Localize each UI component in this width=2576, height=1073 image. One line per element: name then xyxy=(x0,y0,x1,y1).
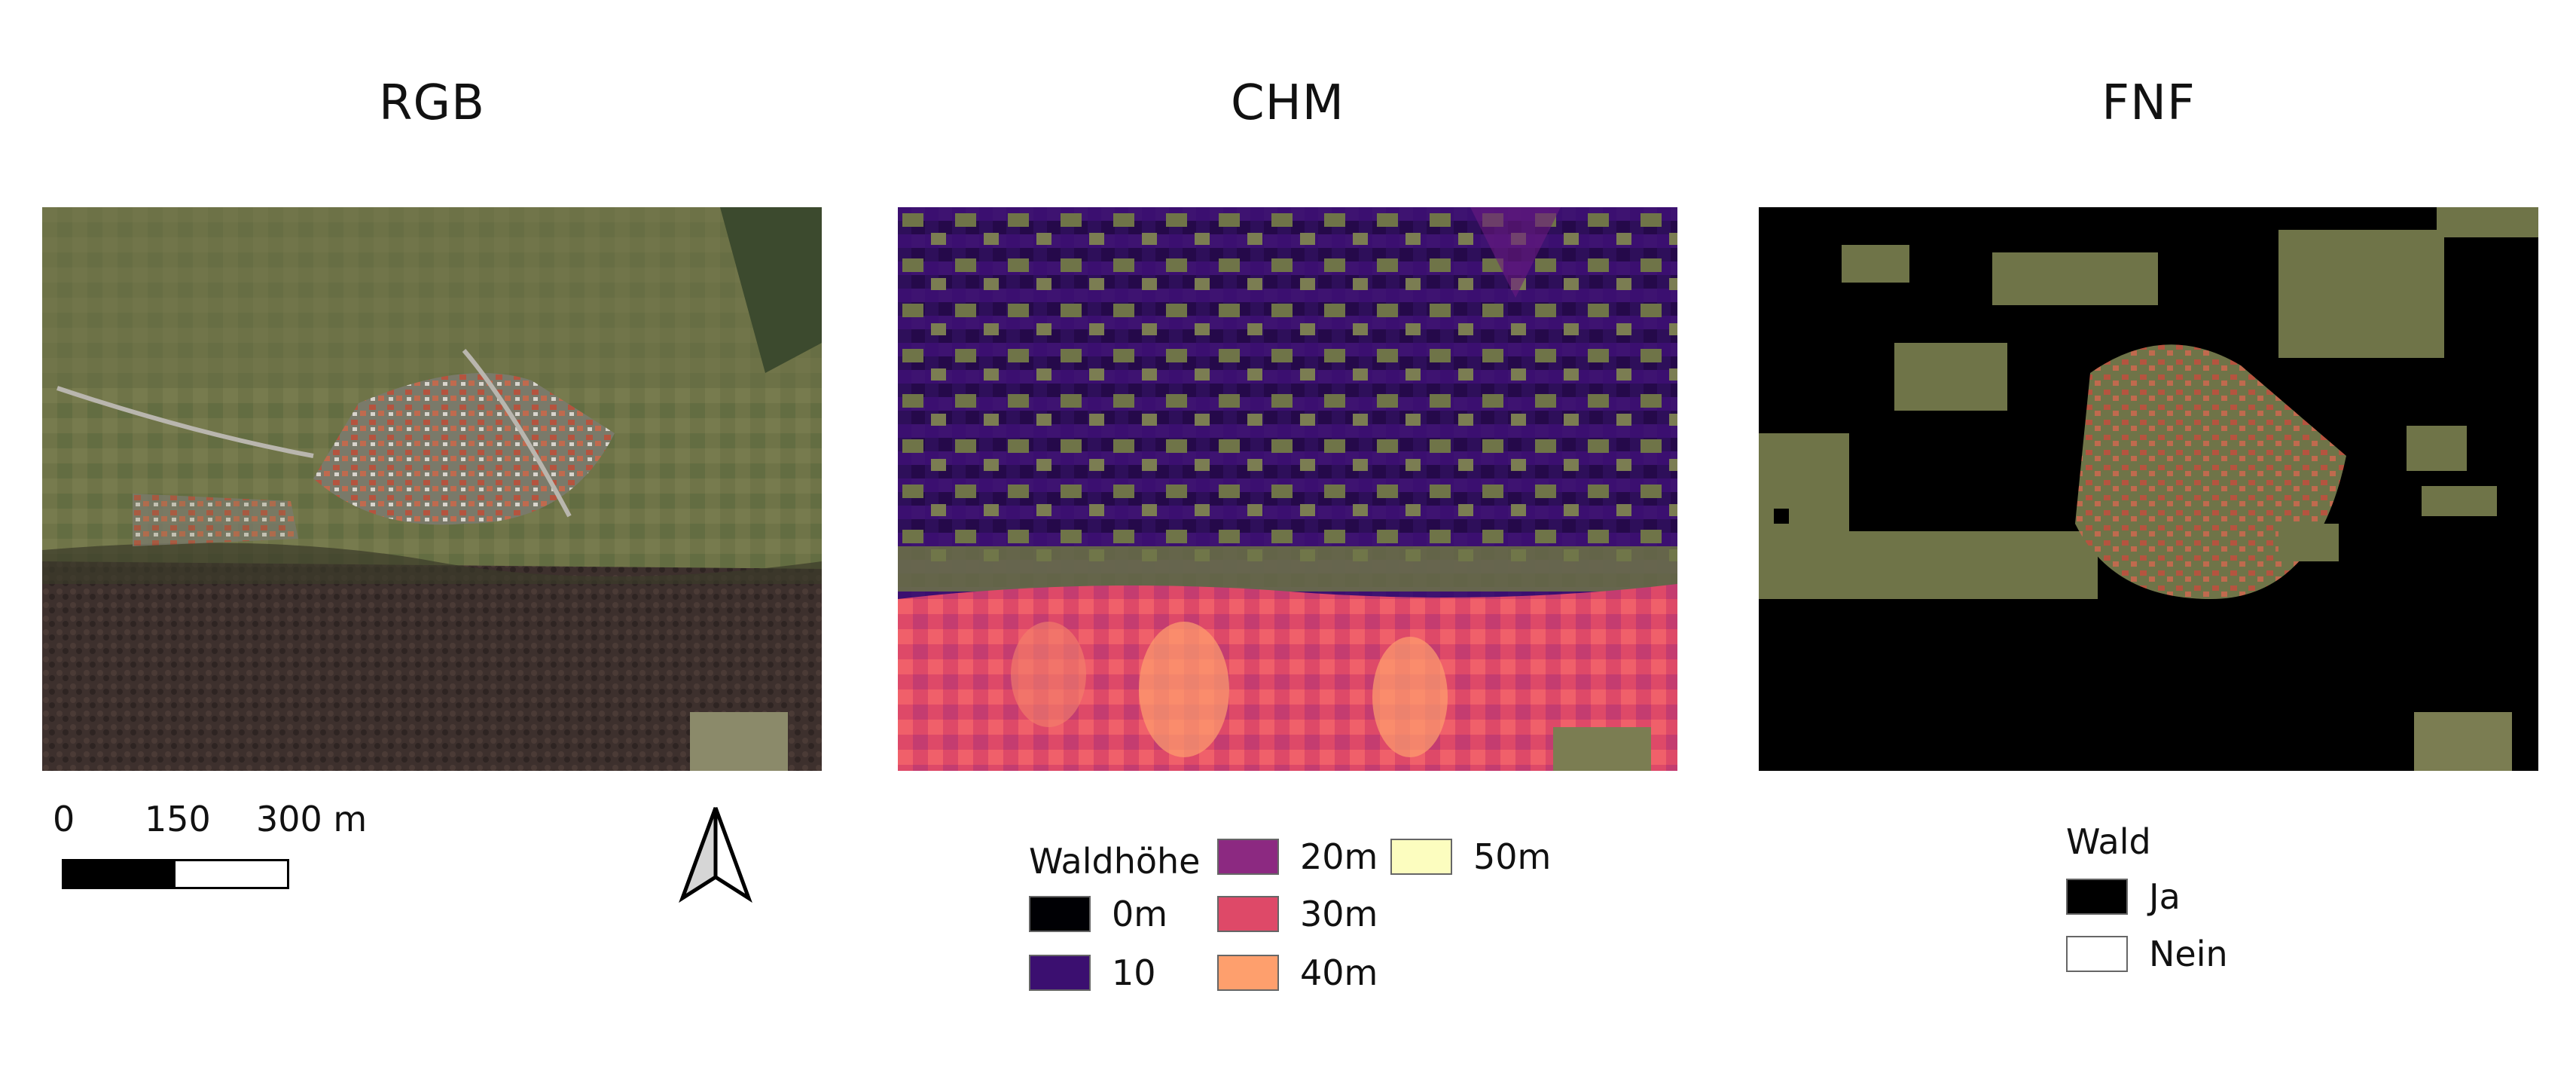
fnf-legend-item: Nein xyxy=(2066,934,2228,974)
legend-swatch xyxy=(1217,896,1279,932)
chm-legend-item: 50m xyxy=(1390,836,1552,877)
fnf-forest-nonforest-map[interactable] xyxy=(1759,207,2538,771)
panel-title-rgb: RGB xyxy=(379,75,485,131)
chm-legend-item: 30m xyxy=(1217,894,1378,934)
legend-swatch xyxy=(2066,879,2128,915)
chm-legend-item: 40m xyxy=(1217,952,1378,993)
chm-raster xyxy=(898,207,1677,771)
legend-swatch xyxy=(1217,955,1279,991)
legend-label: 40m xyxy=(1300,952,1378,993)
legend-label: 10 xyxy=(1112,952,1156,993)
fnf-legend-title: Wald xyxy=(2066,821,2151,862)
scale-bar xyxy=(62,859,289,889)
fnf-legend-item: Ja xyxy=(2066,876,2181,917)
legend-swatch xyxy=(1029,955,1091,991)
chm-legend-title: Waldhöhe xyxy=(1029,841,1201,882)
chm-legend-item: 0m xyxy=(1029,894,1167,934)
panel-title-fnf: FNF xyxy=(2101,75,2196,131)
legend-swatch xyxy=(1029,896,1091,932)
legend-label: Ja xyxy=(2149,876,2181,917)
scale-label-300: 300 m xyxy=(256,799,368,839)
legend-label: 50m xyxy=(1473,836,1552,877)
chm-canopy-height-map[interactable] xyxy=(898,207,1677,771)
legend-label: 20m xyxy=(1300,836,1378,877)
legend-label: 30m xyxy=(1300,894,1378,934)
rgb-aerial-map[interactable] xyxy=(42,207,822,771)
legend-swatch xyxy=(1390,839,1452,875)
legend-swatch xyxy=(2066,936,2128,972)
scale-label-150: 150 xyxy=(145,799,211,839)
legend-label: Nein xyxy=(2149,934,2228,974)
scale-bar-black-segment xyxy=(64,861,175,887)
north-arrow-icon xyxy=(678,805,753,903)
fnf-raster xyxy=(1759,207,2538,771)
panel-title-chm: CHM xyxy=(1230,75,1345,131)
legend-swatch xyxy=(1217,839,1279,875)
chm-legend-item: 20m xyxy=(1217,836,1378,877)
chm-legend-item: 10 xyxy=(1029,952,1156,993)
rgb-aerial-image xyxy=(42,207,822,771)
scale-label-0: 0 xyxy=(53,799,75,839)
legend-label: 0m xyxy=(1112,894,1168,934)
